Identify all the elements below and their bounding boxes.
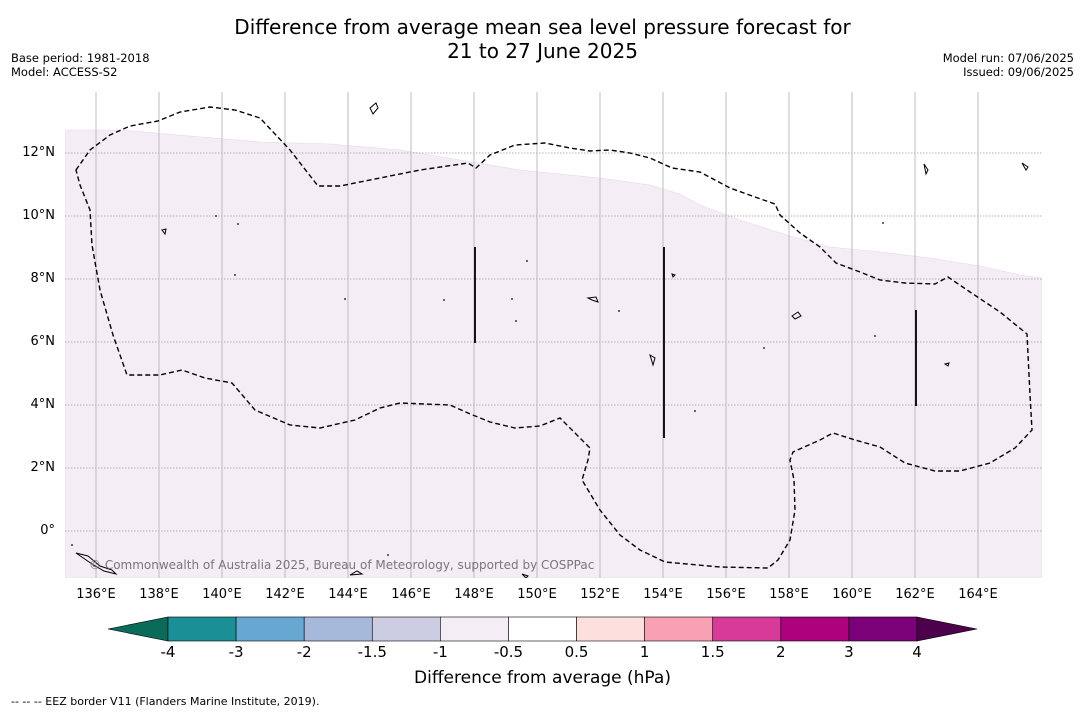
eez-border (75, 106, 1033, 569)
lon-label-142e: 142°E (265, 587, 305, 602)
anomaly-region (65, 129, 1042, 578)
colorbar-tick-label: -2 (296, 643, 312, 661)
lat-label-6n: 6°N (30, 334, 56, 349)
islands (75, 102, 1029, 578)
lon-label-148e: 148°E (454, 587, 494, 602)
lon-label-138e: 138°E (139, 587, 179, 602)
colorbar-segment (712, 616, 782, 642)
lon-label-144e: 144°E (328, 587, 368, 602)
map-title-line2: 21 to 27 June 2025 (447, 39, 638, 63)
colorbar-tick-label: 1.5 (700, 643, 725, 661)
lon-label-162e: 162°E (895, 587, 935, 602)
boundary-lines (474, 247, 917, 438)
colorbar-tick-label: -1 (432, 643, 448, 661)
colorbar-segment (371, 616, 441, 642)
colorbar-tick-label: -1.5 (357, 643, 387, 661)
base-period: Base period: 1981-2018 (11, 51, 150, 65)
colorbar-tick-label: 0.5 (564, 643, 589, 661)
colorbar (107, 616, 978, 642)
colorbar-over-arrow (916, 616, 978, 642)
colorbar-tick-label: 2 (776, 643, 786, 661)
colorbar-tick-label: -4 (160, 643, 176, 661)
meta-left: Base period: 1981-2018 Model: ACCESS-S2 (11, 51, 150, 79)
map-title: Difference from average mean sea level p… (0, 15, 1085, 63)
lon-label-164e: 164°E (958, 587, 998, 602)
copyright-notice: © Commonwealth of Australia 2025, Bureau… (89, 558, 595, 572)
lon-label-156e: 156°E (706, 587, 746, 602)
lon-label-158e: 158°E (769, 587, 809, 602)
colorbar-segment (848, 616, 918, 642)
colorbar-segment (644, 616, 714, 642)
eez-footnote: -- -- -- EEZ border V11 (Flanders Marine… (11, 695, 320, 708)
colorbar-tick-label: 4 (912, 643, 922, 661)
colorbar-segment (576, 616, 645, 642)
lon-label-140e: 140°E (202, 587, 242, 602)
lat-label-2n: 2°N (30, 460, 56, 475)
lat-label-10n: 10°N (22, 208, 55, 223)
island-dots (71, 215, 884, 556)
colorbar-segment (235, 616, 305, 642)
colorbar-tick-label: 3 (844, 643, 854, 661)
lat-label-12n: 12°N (22, 145, 55, 160)
lon-label-150e: 150°E (517, 587, 557, 602)
lon-label-136e: 136°E (76, 587, 116, 602)
colorbar-tick-label: -3 (228, 643, 244, 661)
colorbar-segment (780, 616, 850, 642)
model-run: Model run: 07/06/2025 (942, 51, 1074, 65)
colorbar-segment (440, 616, 509, 642)
lat-label-4n: 4°N (30, 397, 56, 412)
lat-label-8n: 8°N (30, 271, 56, 286)
colorbar-segment (508, 616, 577, 642)
meta-right: Model run: 07/06/2025 Issued: 09/06/2025 (943, 51, 1074, 79)
model-name: Model: ACCESS-S2 (11, 65, 118, 79)
lon-label-146e: 146°E (391, 587, 431, 602)
lon-label-160e: 160°E (832, 587, 872, 602)
colorbar-tick-label: -0.5 (493, 643, 524, 661)
colorbar-segment (303, 616, 373, 642)
colorbar-title: Difference from average (hPa) (414, 668, 671, 688)
colorbar-under-arrow (107, 616, 169, 642)
map-title-line1: Difference from average mean sea level p… (234, 15, 851, 39)
colorbar-tick-label: 1 (639, 643, 650, 661)
lon-label-154e: 154°E (643, 587, 683, 602)
issued-date: Issued: 09/06/2025 (963, 65, 1074, 79)
lat-label-0: 0° (40, 523, 55, 538)
colorbar-segment (167, 616, 237, 642)
meridians (95, 92, 979, 578)
lon-label-152e: 152°E (580, 587, 620, 602)
